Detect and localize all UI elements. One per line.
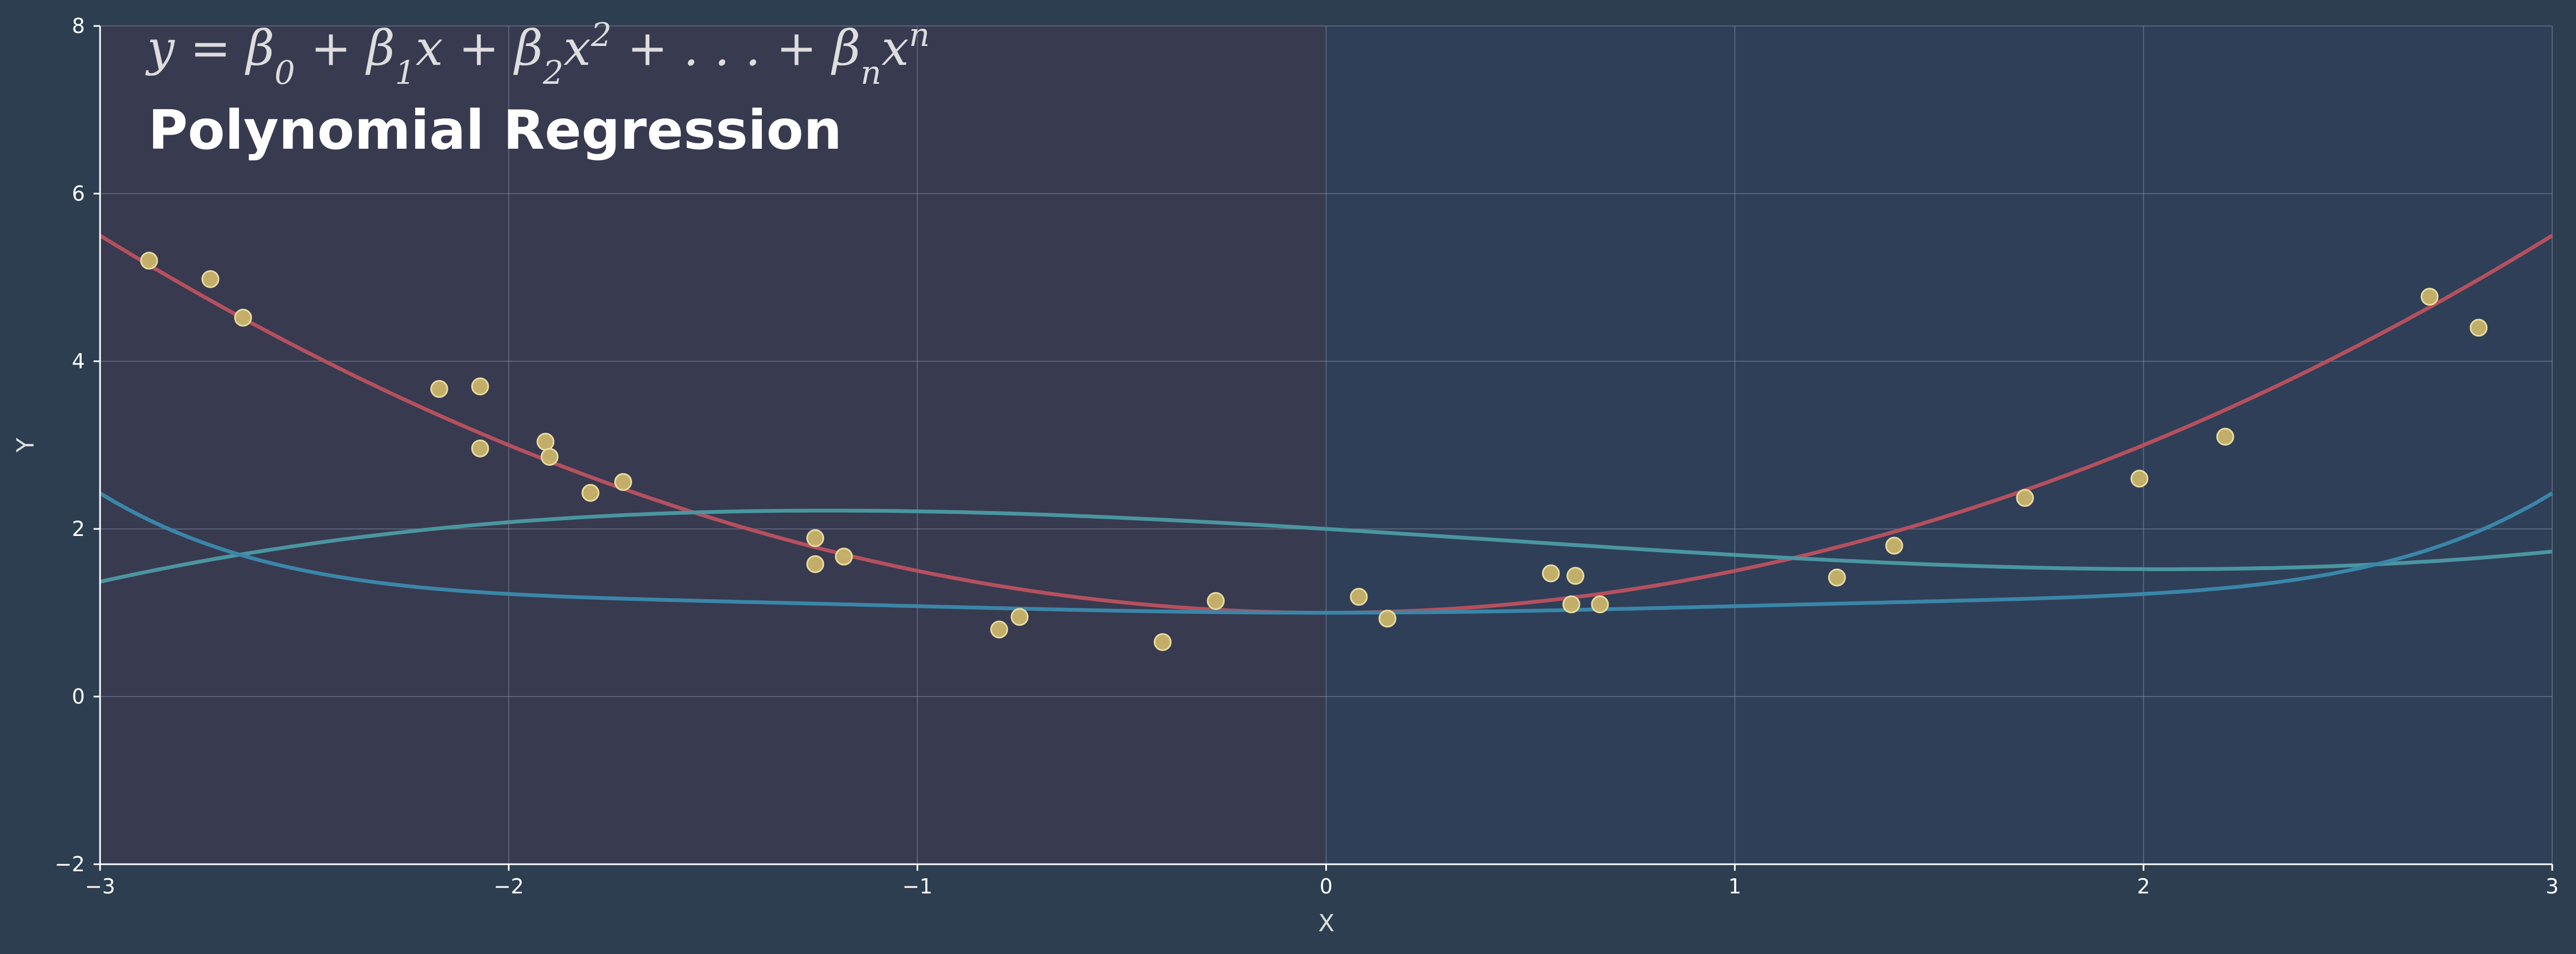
- y-tick-label: 6: [72, 182, 85, 206]
- data-point: [1378, 610, 1397, 628]
- data-point: [2420, 288, 2439, 306]
- background-region-2: [1326, 26, 2552, 864]
- x-tick-label: 2: [2137, 875, 2150, 898]
- x-tick-label: −1: [902, 875, 933, 898]
- data-point: [2016, 489, 2034, 507]
- data-point: [1562, 595, 1581, 613]
- data-point: [2130, 469, 2149, 488]
- data-point: [806, 529, 825, 547]
- data-point: [1566, 567, 1585, 585]
- y-tick-label: 2: [72, 517, 85, 541]
- data-point: [2469, 319, 2488, 337]
- data-point: [1206, 592, 1225, 610]
- regression-curve-3: [99, 491, 2553, 615]
- data-point: [614, 473, 632, 491]
- data-point: [2216, 428, 2234, 446]
- data-point: [1350, 588, 1368, 606]
- data-point: [835, 547, 853, 566]
- data-point: [1153, 633, 1172, 651]
- data-point: [1885, 536, 1903, 555]
- data-point: [581, 483, 600, 502]
- data-point: [1011, 608, 1029, 626]
- data-point: [140, 251, 158, 270]
- x-tick-label: 0: [1319, 875, 1332, 898]
- data-point: [234, 308, 253, 327]
- x-tick-label: −3: [85, 875, 115, 898]
- data-point: [471, 439, 489, 458]
- background-region-1: [100, 26, 1326, 864]
- data-point: [1591, 595, 1609, 613]
- x-tick-label: −2: [494, 875, 524, 898]
- y-axis-label: Y: [12, 438, 39, 453]
- chart-title: Polynomial Regression: [148, 98, 842, 162]
- y-tick-label: −2: [55, 852, 85, 876]
- data-point: [1828, 568, 1846, 587]
- data-point: [536, 433, 555, 451]
- data-point: [990, 620, 1008, 639]
- data-point: [1542, 564, 1560, 582]
- data-point: [201, 270, 220, 288]
- x-tick-label: 3: [2546, 875, 2559, 898]
- data-point: [430, 380, 448, 398]
- y-tick-label: 4: [72, 349, 85, 373]
- data-point: [806, 555, 825, 573]
- regression-curve-2: [99, 508, 2553, 584]
- data-point: [471, 377, 489, 395]
- x-axis-label: X: [1318, 910, 1335, 937]
- data-points: [140, 251, 2488, 651]
- regression-curves: [99, 234, 2553, 615]
- y-tick-label: 8: [72, 14, 85, 38]
- y-tick-label: 0: [72, 685, 85, 708]
- x-tick-label: 1: [1728, 875, 1741, 898]
- plot-background: [100, 26, 2552, 864]
- data-point: [540, 448, 559, 466]
